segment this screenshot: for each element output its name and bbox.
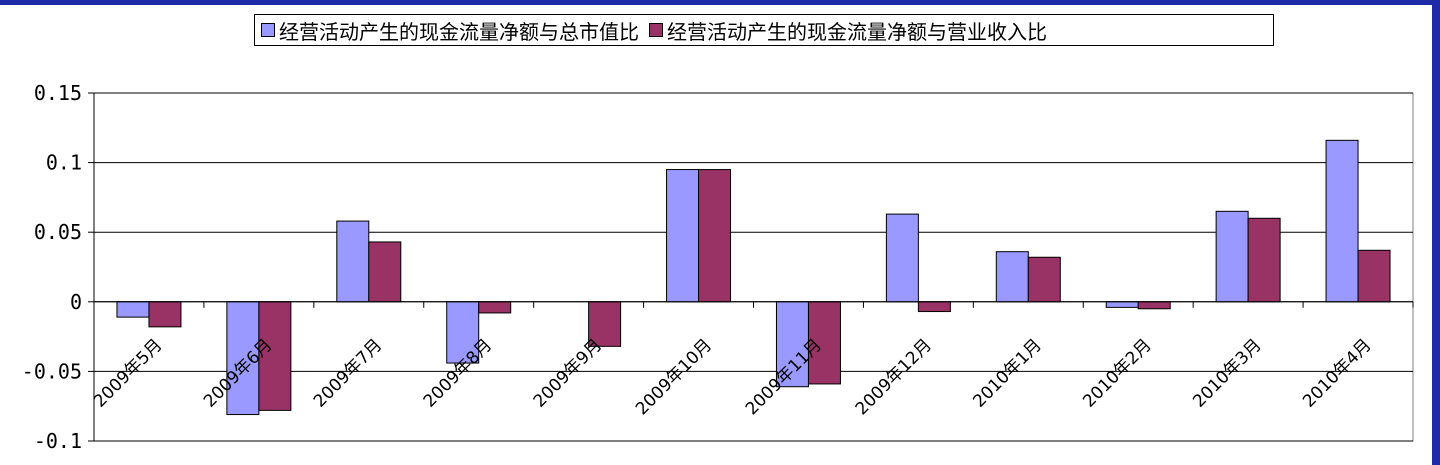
right-border-bar [1432,0,1440,465]
top-border-bar [0,0,1440,5]
bars-layer [116,139,1391,416]
y-tick-label-0: 0.15 [34,81,82,105]
grid-layer [93,92,1414,442]
bar-series-2-6 [807,301,841,385]
bar-series-1-10 [1215,210,1249,303]
bar-series-1-9 [1105,301,1139,308]
chart-legend: 经营活动产生的现金流量净额与总市值比 经营活动产生的现金流量净额与营业收入比 [254,14,1274,46]
bar-series-2-10 [1247,217,1281,303]
y-tick-label-5: -0.1 [34,429,82,453]
y-tick-label-3: 0 [70,290,82,314]
bar-series-1-11 [1325,139,1359,303]
bar-series-2-1 [258,301,292,411]
bar-series-1-6 [775,301,809,388]
legend-swatch-series-1 [261,23,275,37]
bar-series-2-5 [698,169,732,303]
bar-series-2-2 [368,241,402,303]
legend-item-series-1: 经营活动产生的现金流量净额与总市值比 [261,16,639,45]
axis-layer [88,92,1414,442]
bar-series-2-9 [1137,301,1171,310]
bar-series-2-4 [588,301,622,347]
plot-area [93,92,1414,442]
bar-series-2-7 [917,301,951,313]
bar-series-1-7 [885,213,919,303]
bar-series-2-0 [148,301,182,328]
bar-series-1-3 [446,301,480,364]
bar-series-1-5 [666,169,700,303]
legend-item-series-2: 经营活动产生的现金流量净额与营业收入比 [649,16,1047,45]
legend-label-series-1: 经营活动产生的现金流量净额与总市值比 [279,19,639,44]
bar-series-1-8 [995,251,1029,303]
legend-label-series-2: 经营活动产生的现金流量净额与营业收入比 [667,19,1047,44]
bar-series-2-3 [478,301,512,314]
bar-series-1-0 [116,301,150,318]
y-tick-label-4: -0.05 [22,359,82,383]
y-tick-label-1: 0.1 [46,151,82,175]
bar-series-2-11 [1357,249,1391,303]
bar-series-2-8 [1027,256,1061,303]
y-tick-label-2: 0.05 [34,220,82,244]
bar-series-1-2 [336,220,370,303]
legend-swatch-series-2 [649,23,663,37]
